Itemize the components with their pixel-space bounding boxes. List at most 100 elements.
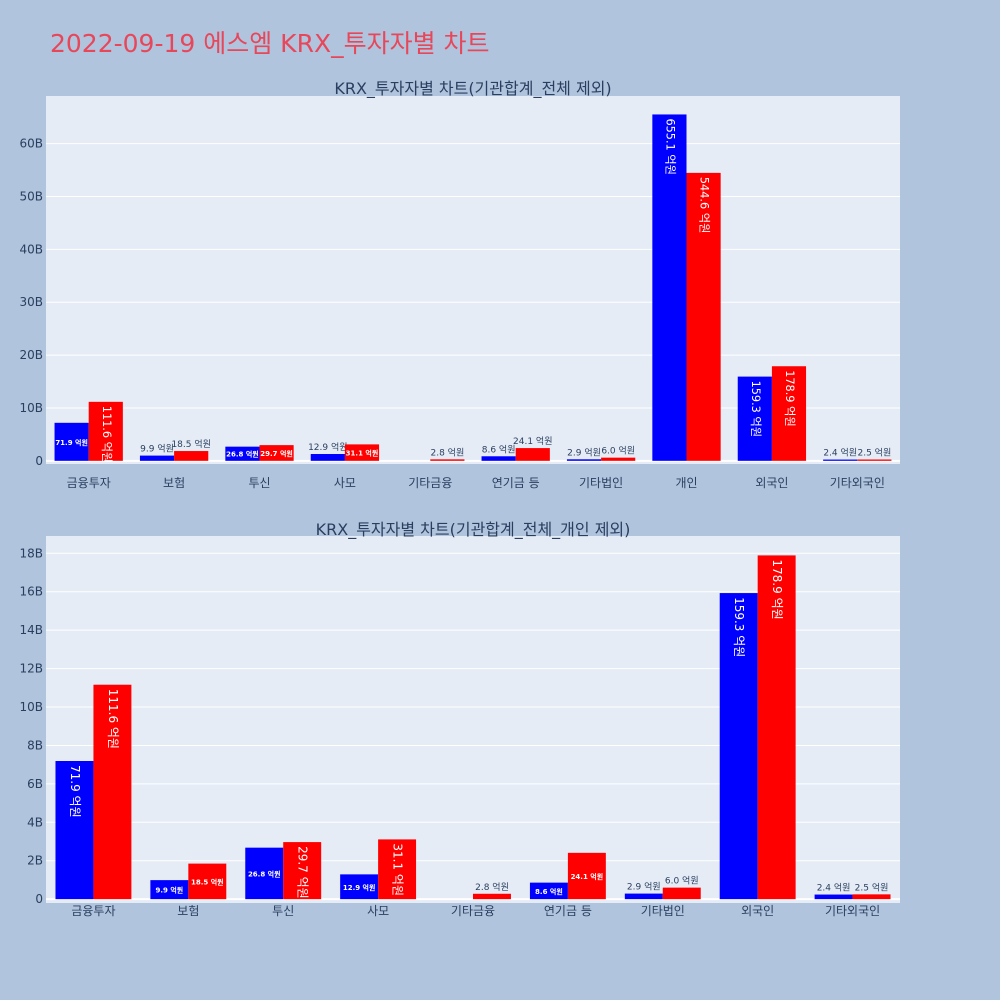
x-tick-label: 외국인 (741, 904, 774, 918)
bar (245, 847, 284, 900)
bar (55, 761, 94, 900)
bar (652, 114, 687, 461)
x-tick-label: 개인 (675, 476, 697, 490)
data-label: 6.0 억원 (665, 875, 699, 887)
chart-title: KRX_투자자별 차트(기관합계_전체_개인 제외) (316, 520, 631, 540)
y-tick-label: 10B (19, 700, 43, 714)
bar (225, 446, 260, 461)
data-label: 26.8 억원 (248, 869, 281, 878)
data-label: 2.9 억원 (567, 446, 601, 458)
data-label: 2.5 억원 (858, 447, 892, 459)
data-label: 12.9 억원 (308, 441, 347, 453)
y-tick-label: 50B (19, 189, 43, 203)
data-label: 111.6 억원 (106, 689, 120, 749)
data-label: 71.9 억원 (55, 438, 88, 447)
data-label: 29.7 억원 (296, 846, 310, 899)
data-label: 71.9 억원 (68, 765, 82, 818)
bar (566, 459, 602, 461)
x-tick-label: 투신 (272, 904, 294, 918)
data-label: 178.9 억원 (770, 559, 784, 619)
bar (150, 880, 189, 900)
bar (344, 444, 380, 461)
bar (473, 893, 511, 900)
x-tick-label: 기타외국인 (825, 904, 880, 918)
y-tick-label: 16B (19, 585, 43, 599)
investor-chart-all: KRX_투자자별 차트(기관합계_전체 제외) 0 10B 20B 30B 40B 50B 6… (19, 79, 900, 490)
bar (174, 451, 209, 461)
bar (719, 593, 758, 900)
bar (737, 376, 772, 461)
data-label: 2.5 억원 (855, 881, 889, 893)
x-tick-label: 연기금 등 (492, 476, 540, 490)
data-label: 178.9 억원 (783, 370, 797, 427)
bar (662, 887, 701, 900)
x-tick-label: 투신 (248, 476, 270, 490)
x-tick-label: 기타금융 (408, 476, 452, 490)
x-tick-label: 연기금 등 (544, 904, 592, 918)
data-label: 18.5 억원 (171, 438, 210, 450)
x-tick-label: 기타금융 (451, 904, 495, 918)
x-tick-label: 보험 (177, 904, 199, 918)
bar (188, 863, 227, 900)
x-tick-label: 기타법인 (579, 476, 623, 490)
x-tick-label: 금융투자 (71, 904, 115, 918)
x-tick-label: 보험 (163, 476, 185, 490)
bar (283, 842, 322, 900)
y-tick-label: 0 (35, 892, 43, 906)
data-label: 29.7 억원 (260, 449, 293, 458)
bar (430, 459, 465, 461)
bar (93, 684, 132, 900)
x-tick-label: 기타외국인 (830, 476, 885, 490)
bar (139, 455, 175, 461)
y-tick-label: 8B (27, 738, 43, 752)
data-label: 159.3 억원 (749, 381, 763, 438)
data-label: 24.1 억원 (513, 435, 552, 447)
bar (259, 445, 294, 461)
y-tick-label: 2B (27, 854, 43, 868)
x-tick-label: 사모 (334, 476, 356, 490)
bar (378, 839, 417, 900)
bar (757, 555, 796, 900)
y-tick-label: 4B (27, 815, 43, 829)
y-tick-label: 10B (19, 401, 43, 415)
bar (771, 366, 807, 461)
bar (624, 893, 663, 900)
bar (686, 172, 721, 461)
data-label: 9.9 억원 (140, 443, 174, 455)
data-label: 26.8 억원 (226, 450, 259, 459)
y-tick-label: 20B (19, 348, 43, 362)
data-label: 2.8 억원 (431, 446, 465, 458)
y-tick-label: 14B (19, 623, 43, 637)
bar (852, 894, 891, 900)
x-tick-label: 외국인 (755, 476, 788, 490)
bar (481, 456, 516, 461)
data-label: 111.6 억원 (100, 406, 114, 463)
investor-chart-excl-individual: KRX_투자자별 차트(기관합계_전체_개인 제외) 0 2B 4B 6B 8B 10B 12… (19, 520, 900, 918)
y-tick-label: 18B (19, 546, 43, 560)
data-label: 24.1 억원 (571, 872, 604, 881)
y-tick-label: 40B (19, 242, 43, 256)
bar (823, 459, 858, 461)
y-tick-label: 30B (19, 295, 43, 309)
bar (88, 401, 123, 461)
bar (54, 422, 89, 461)
data-label: 2.4 억원 (817, 882, 851, 894)
x-tick-label: 사모 (367, 904, 389, 918)
x-tick-label: 금융투자 (67, 476, 111, 490)
data-label: 31.1 억원 (346, 449, 379, 458)
y-tick-label: 0 (35, 454, 43, 468)
data-label: 9.9 억원 (155, 886, 183, 895)
bar (567, 852, 606, 900)
data-label: 655.1 억원 (663, 118, 677, 175)
data-label: 2.4 억원 (823, 447, 857, 459)
data-label: 12.9 억원 (343, 883, 376, 892)
data-label: 6.0 억원 (601, 445, 635, 457)
bar (601, 457, 636, 461)
data-label: 31.1 억원 (391, 843, 405, 896)
bar (310, 454, 345, 461)
y-tick-label: 6B (27, 777, 43, 791)
data-label: 8.6 억원 (535, 887, 563, 896)
data-label: 2.8 억원 (475, 881, 509, 893)
bar (515, 448, 550, 461)
data-label: 2.9 억원 (627, 881, 661, 893)
